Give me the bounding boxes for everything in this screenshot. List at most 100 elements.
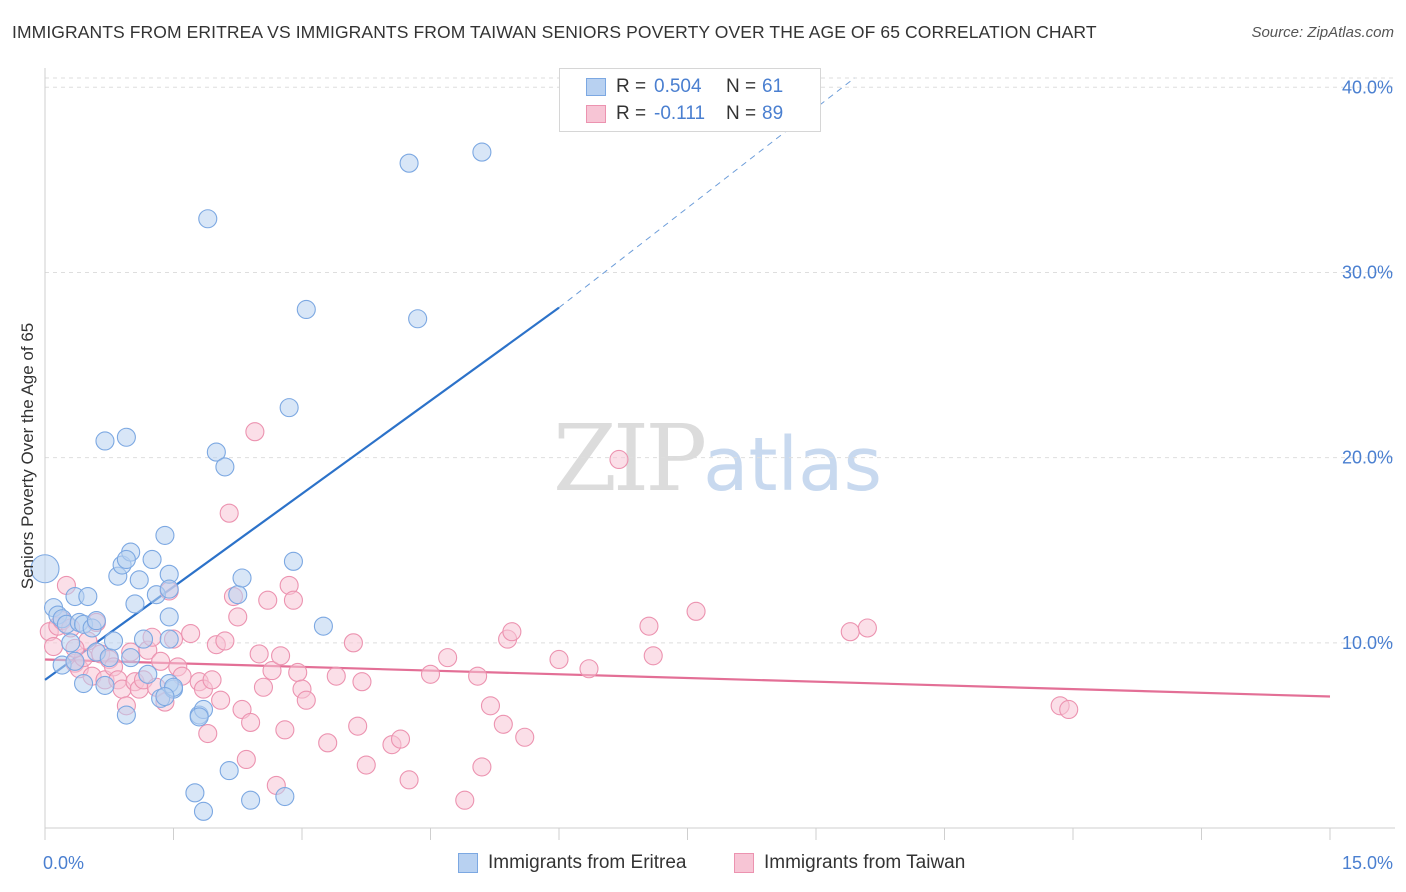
taiwan-point (44, 636, 64, 657)
eritrea-point (159, 629, 179, 649)
eritrea-legend-swatch (458, 853, 478, 873)
taiwan-point (468, 666, 488, 686)
eritrea-point (95, 675, 115, 695)
y-axis-label: Seniors Poverty Over the Age of 65 (18, 323, 37, 589)
y-tick-label: 40.0% (1342, 77, 1393, 97)
taiwan-point (215, 631, 235, 651)
taiwan-point (1059, 699, 1079, 720)
taiwan-point (249, 644, 269, 664)
tick-labels: 10.0% 20.0% 30.0% 40.0% 0.0% 15.0% (43, 77, 1393, 873)
eritrea-point (74, 674, 94, 694)
n-label: N = (726, 76, 757, 97)
eritrea-point (198, 209, 218, 229)
taiwan-point (472, 757, 492, 777)
chart-title: IMMIGRANTS FROM ERITREA VS IMMIGRANTS FR… (12, 22, 1097, 42)
eritrea-point (279, 398, 299, 418)
legend-item-taiwan: Immigrants from Taiwan (734, 852, 965, 874)
eritrea-point (408, 309, 428, 329)
taiwan-point (253, 677, 274, 697)
eritrea-point (103, 631, 124, 651)
legend-item-eritrea: Immigrants from Eritrea (458, 852, 686, 874)
n-label: N = (726, 103, 757, 124)
eritrea-point (142, 549, 162, 570)
eritrea-point (65, 651, 85, 671)
taiwan-point (271, 646, 291, 666)
taiwan-point (326, 666, 346, 686)
eritrea-point (206, 442, 226, 462)
source-label: Source: ZipAtlas.com (1251, 24, 1394, 41)
eritrea-point (99, 648, 119, 668)
eritrea-point (219, 761, 239, 781)
eritrea-point (185, 783, 205, 803)
eritrea-point (232, 568, 252, 588)
axes (44, 68, 1395, 840)
taiwan-point (258, 590, 278, 610)
eritrea-point (189, 707, 209, 727)
zipatlas-watermark: ZIPatlas (553, 405, 882, 512)
eritrea-point (155, 686, 175, 707)
taiwan-point (480, 696, 501, 716)
taiwan-point (643, 646, 663, 666)
taiwan-point (288, 662, 308, 682)
eritrea-point (86, 611, 106, 631)
taiwan-point (502, 622, 522, 642)
eritrea-point (30, 554, 60, 584)
taiwan-legend-label: Immigrants from Taiwan (764, 852, 966, 873)
taiwan-point (352, 672, 372, 692)
taiwan-point (549, 649, 569, 670)
eritrea-point (155, 525, 175, 545)
n-value: 89 (762, 103, 784, 124)
taiwan-point (609, 449, 629, 470)
taiwan-point (455, 790, 475, 810)
taiwan-point (296, 690, 316, 710)
taiwan-point (390, 729, 411, 749)
x-tick-label: 0.0% (43, 853, 84, 873)
r-value: -0.111 (654, 103, 706, 124)
taiwan-point (245, 422, 265, 442)
taiwan-point (840, 622, 860, 642)
eritrea-swatch (586, 78, 606, 96)
taiwan-point (202, 670, 222, 690)
eritrea-point (95, 431, 115, 451)
taiwan-point (348, 716, 368, 736)
taiwan-point (241, 712, 261, 732)
y-tick-label: 30.0% (1342, 262, 1393, 282)
legend-row-taiwan: R = -0.111 N = 89 (586, 102, 783, 126)
taiwan-point (343, 633, 363, 653)
taiwan-point (318, 733, 338, 753)
taiwan-legend-swatch (734, 853, 754, 873)
eritrea-point (159, 607, 179, 627)
correlation-legend: R = 0.504 N = 61 R = -0.111 N = 89 (559, 68, 821, 132)
r-value: 0.504 (654, 76, 702, 97)
taiwan-swatch (586, 105, 606, 123)
taiwan-point (236, 749, 256, 770)
grid-lines (45, 77, 1395, 644)
data-points (30, 142, 1079, 821)
eritrea-point (78, 586, 98, 607)
eritrea-point (133, 629, 154, 649)
eritrea-point (215, 457, 235, 477)
eritrea-point (472, 142, 492, 162)
taiwan-point (438, 648, 458, 668)
eritrea-point (138, 664, 158, 684)
taiwan-point (151, 651, 171, 671)
eritrea-point (193, 801, 214, 821)
eritrea-point (129, 570, 149, 590)
legend-row-eritrea: R = 0.504 N = 61 (586, 75, 783, 99)
eritrea-point (228, 585, 248, 605)
eritrea-point (241, 790, 261, 810)
eritrea-legend-label: Immigrants from Eritrea (488, 852, 687, 873)
taiwan-point (211, 690, 231, 710)
eritrea-point (275, 786, 295, 807)
taiwan-point (686, 601, 706, 621)
taiwan-point (219, 503, 239, 523)
watermark-zip: ZIP (553, 405, 707, 512)
taiwan-point (275, 720, 295, 740)
taiwan-point (262, 661, 282, 681)
taiwan-point (356, 755, 376, 775)
eritrea-point (313, 616, 333, 636)
n-value: 61 (762, 76, 784, 97)
eritrea-point (116, 549, 136, 570)
series-legend: Immigrants from Eritrea Immigrants from … (0, 852, 1406, 876)
taiwan-point (399, 770, 419, 790)
